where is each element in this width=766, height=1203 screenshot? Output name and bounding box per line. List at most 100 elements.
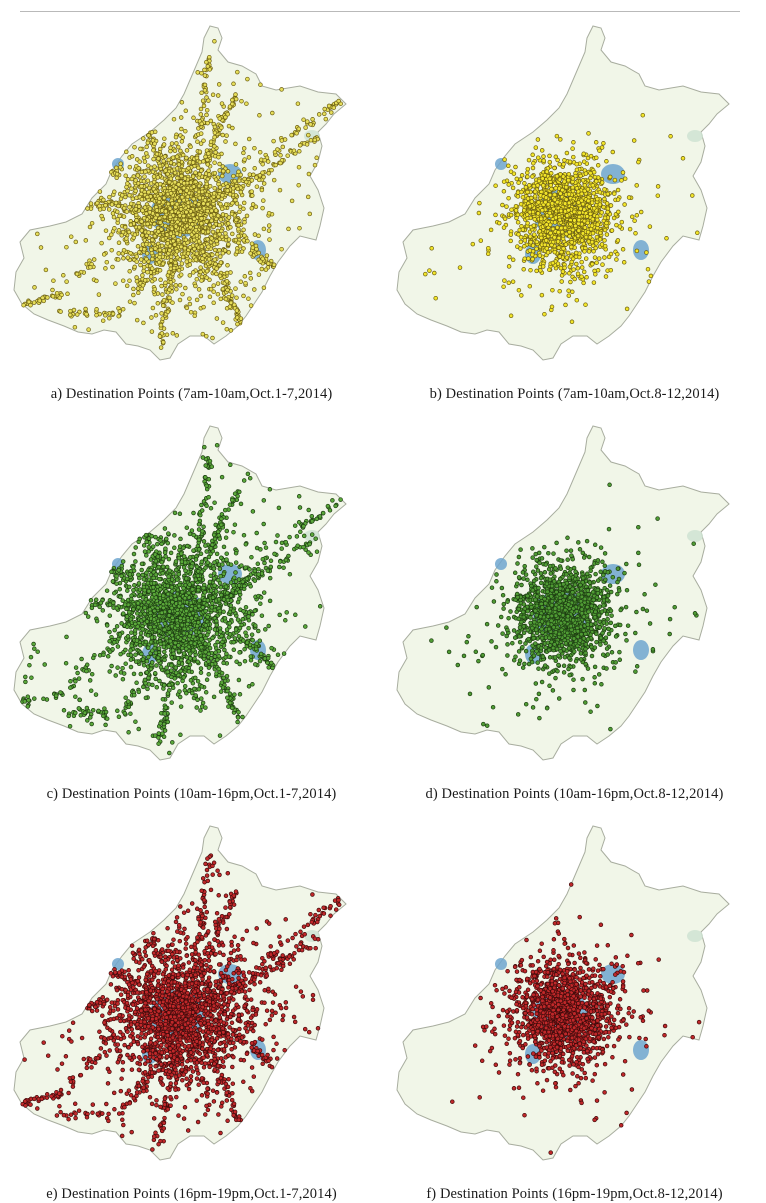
destination-point: [552, 235, 557, 240]
destination-point: [172, 242, 177, 247]
destination-point: [135, 173, 141, 178]
destination-point: [502, 278, 507, 283]
destination-point: [214, 631, 220, 636]
destination-point: [576, 217, 582, 223]
destination-point: [233, 550, 239, 556]
destination-point: [199, 121, 204, 127]
destination-point: [574, 161, 579, 167]
destination-point: [211, 576, 217, 581]
destination-point: [117, 213, 122, 219]
destination-point: [112, 590, 117, 596]
destination-point: [175, 175, 180, 181]
destination-point: [233, 560, 239, 565]
destination-point: [188, 309, 194, 315]
destination-point: [559, 279, 564, 284]
destination-point: [562, 179, 567, 184]
destination-point: [516, 180, 521, 185]
destination-point: [199, 221, 204, 226]
destination-point: [225, 169, 231, 174]
destination-point: [280, 144, 286, 150]
destination-point: [248, 276, 254, 281]
destination-point: [118, 164, 123, 170]
destination-point: [134, 254, 139, 259]
destination-point: [71, 307, 77, 313]
destination-point: [163, 168, 168, 173]
destination-point: [256, 233, 261, 239]
destination-point: [544, 246, 550, 251]
destination-point: [168, 280, 174, 285]
destination-point: [140, 208, 145, 213]
destination-point: [544, 169, 550, 174]
destination-point: [140, 283, 146, 288]
destination-point: [486, 245, 491, 251]
destination-point: [231, 81, 236, 87]
destination-point: [263, 267, 269, 272]
destination-point: [209, 208, 214, 213]
destination-point: [158, 345, 164, 350]
destination-point: [157, 254, 162, 260]
destination-point: [251, 172, 256, 178]
destination-point: [226, 215, 232, 220]
destination-point: [145, 269, 150, 275]
destination-point: [201, 103, 207, 109]
destination-point: [85, 614, 91, 619]
destination-point: [601, 141, 606, 146]
destination-point: [279, 246, 284, 252]
destination-point: [550, 226, 556, 232]
destination-point: [137, 250, 142, 255]
destination-point: [590, 230, 596, 236]
destination-point: [214, 238, 219, 244]
destination-points: [20, 442, 343, 756]
destination-point: [210, 335, 215, 341]
destination-point: [198, 106, 204, 112]
destination-point: [575, 271, 581, 277]
destination-point: [203, 635, 208, 641]
destination-point: [142, 278, 148, 283]
destination-point: [527, 203, 533, 209]
destination-point: [242, 274, 248, 279]
destination-point: [502, 157, 507, 162]
destination-point: [192, 313, 197, 319]
destination-point: [575, 266, 581, 271]
destination-point: [224, 133, 229, 138]
destination-point: [535, 183, 540, 188]
destination-point: [289, 198, 295, 204]
destination-point: [478, 238, 484, 243]
destination-point: [234, 308, 240, 313]
destination-point: [173, 260, 178, 266]
destination-point: [160, 200, 166, 205]
destination-point: [212, 170, 218, 176]
destination-point: [588, 175, 593, 181]
destination-point: [114, 171, 120, 177]
destination-point: [225, 263, 230, 268]
destination-point: [184, 259, 189, 264]
destination-point: [174, 201, 180, 207]
destination-point: [192, 216, 197, 222]
destination-point: [547, 192, 553, 198]
destination-point: [131, 565, 136, 570]
destination-point: [212, 134, 217, 140]
destination-point: [84, 311, 89, 317]
destination-point: [110, 211, 116, 216]
destination-point: [103, 313, 108, 318]
destination-point: [261, 181, 267, 186]
destination-point: [567, 229, 572, 235]
destination-point: [322, 111, 327, 117]
destination-point: [247, 172, 253, 177]
destination-point: [184, 188, 189, 193]
destination-point: [201, 206, 207, 211]
destination-point: [157, 247, 163, 253]
destination-point: [216, 194, 221, 199]
destination-point: [297, 149, 302, 154]
destination-point: [153, 215, 158, 221]
destination-point: [161, 297, 167, 303]
destination-point: [599, 145, 605, 150]
destination-point: [539, 148, 545, 153]
destination-point: [88, 265, 93, 270]
destination-point: [246, 296, 251, 301]
destination-point: [582, 183, 588, 188]
destination-point: [123, 173, 128, 178]
destination-point: [145, 686, 150, 692]
destination-points: [423, 112, 700, 325]
destination-point: [141, 576, 147, 582]
